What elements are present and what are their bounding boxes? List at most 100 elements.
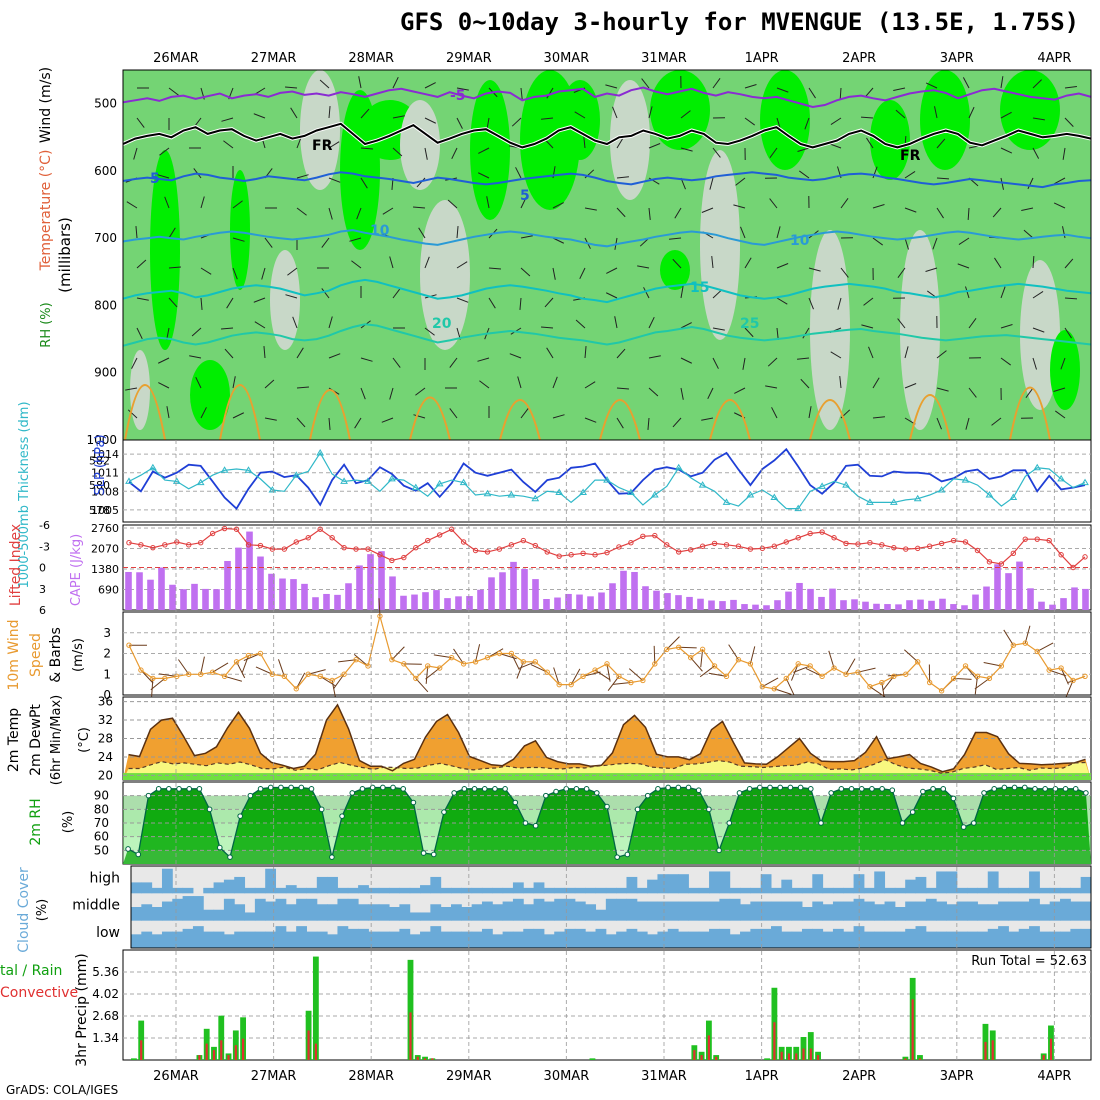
cape-bar	[796, 582, 803, 610]
rh-marker	[848, 786, 855, 792]
wind-barb	[1032, 79, 1042, 89]
lifted-index-marker	[126, 540, 132, 546]
cape-bar	[1016, 561, 1023, 610]
cloud-bar-low	[729, 934, 741, 948]
precip-convective-bar	[409, 1012, 412, 1060]
wind-barb	[712, 357, 719, 369]
warm-contour	[1009, 386, 1051, 441]
wind-barb	[804, 117, 810, 130]
x-tick-label-top: 3APR	[940, 51, 974, 66]
wind-barb-10m	[338, 659, 357, 663]
cloud-bar-middle	[936, 901, 947, 921]
wind-barb	[392, 288, 401, 299]
wind-barb	[614, 316, 618, 329]
rh-marker	[288, 784, 294, 791]
cape-bar	[565, 593, 572, 610]
lifted-index-marker	[1058, 552, 1064, 558]
wind-speed-marker	[209, 669, 216, 675]
wind-barb	[837, 297, 842, 310]
rh-marker	[706, 806, 712, 813]
cloud-bar-middle	[1070, 901, 1082, 921]
rh-band	[123, 823, 1091, 837]
wind-barb	[776, 263, 789, 269]
wind-barb-10m	[869, 686, 886, 698]
wind-speed-marker	[317, 673, 323, 680]
lifted-index-marker	[974, 547, 981, 554]
rh-marker	[746, 786, 753, 792]
cape-bar	[598, 592, 605, 610]
rh-marker	[400, 786, 407, 792]
wind-barb	[478, 147, 490, 154]
wind-barb	[616, 417, 624, 429]
rh-marker	[818, 820, 824, 826]
wind-speed-marker	[389, 657, 395, 663]
precip-convective-bar	[198, 1055, 201, 1060]
wind-barb-10m	[793, 665, 811, 673]
cloud-panel-frame	[130, 865, 1092, 949]
wind-barb-10m	[415, 678, 429, 693]
wind-barb	[168, 87, 179, 96]
wind-barb	[904, 171, 916, 179]
wind-speed-marker	[903, 671, 909, 677]
cloud-bar-middle	[894, 907, 906, 921]
rh-marker	[278, 784, 284, 791]
cape-bar	[279, 578, 286, 610]
thickness-marker	[889, 498, 898, 505]
y-tick-label: 500	[94, 97, 117, 111]
wind-barb	[584, 346, 587, 359]
lifted-index-marker	[771, 543, 778, 549]
wind-speed-marker	[520, 659, 527, 665]
wind-barb	[221, 327, 234, 330]
wind-barb	[864, 87, 874, 98]
wind-barb	[1032, 327, 1045, 333]
lifted-index-marker	[1046, 537, 1052, 544]
wind-barb	[488, 297, 496, 309]
lifted-index-marker	[676, 549, 682, 555]
rh-marker	[125, 846, 131, 852]
wind-barb	[296, 347, 304, 359]
isotherm-line	[122, 171, 1092, 189]
cape-bar	[433, 590, 440, 610]
rh-band	[123, 850, 1091, 864]
cape-bar	[301, 583, 308, 610]
cloud-row-label: middle	[72, 898, 120, 914]
cloud-bar-middle	[203, 909, 215, 921]
cloud-bar-middle	[554, 898, 566, 921]
cloud-bar-middle	[1029, 898, 1040, 921]
cloud-bar-low	[141, 931, 153, 948]
precip-convective-bar	[795, 1053, 798, 1060]
y-tick-label-right: 2070	[91, 543, 119, 556]
cape-bar	[774, 600, 781, 610]
wind-speed-marker	[472, 659, 479, 665]
wind-barb	[226, 297, 234, 309]
lifted-index-marker	[484, 549, 491, 555]
rh-dry-patch	[130, 350, 150, 430]
cloud-bar-middle	[740, 904, 751, 921]
thickness-marker	[579, 488, 587, 496]
cloud-bar-high	[956, 887, 968, 894]
cloud-bar-low	[172, 931, 184, 948]
wind-barb	[872, 416, 885, 419]
cloud-bar-middle	[832, 901, 844, 921]
wind-barb	[486, 196, 490, 209]
cloud-bar-low	[812, 928, 824, 948]
y-tick-label: 90	[94, 789, 109, 803]
wind-barb	[321, 237, 330, 248]
rh-marker	[298, 784, 305, 791]
wind-barb	[1000, 324, 1013, 329]
rh-marker	[186, 786, 193, 792]
precip-total-bar	[589, 1058, 596, 1060]
cloud-bar-high	[667, 874, 679, 894]
precip-total-bar	[218, 1015, 225, 1060]
wind-barb	[1054, 410, 1066, 419]
wind-barb	[360, 177, 368, 189]
wind-barb	[769, 198, 778, 209]
wind-barb	[701, 417, 714, 421]
wind-barb	[744, 117, 756, 126]
wind-barb-10m	[475, 644, 481, 662]
thickness-marker	[531, 494, 540, 502]
rh-marker	[318, 806, 325, 813]
wind-barb	[612, 106, 618, 119]
wind-barb	[168, 266, 181, 269]
cloud-bar-high	[265, 868, 277, 894]
